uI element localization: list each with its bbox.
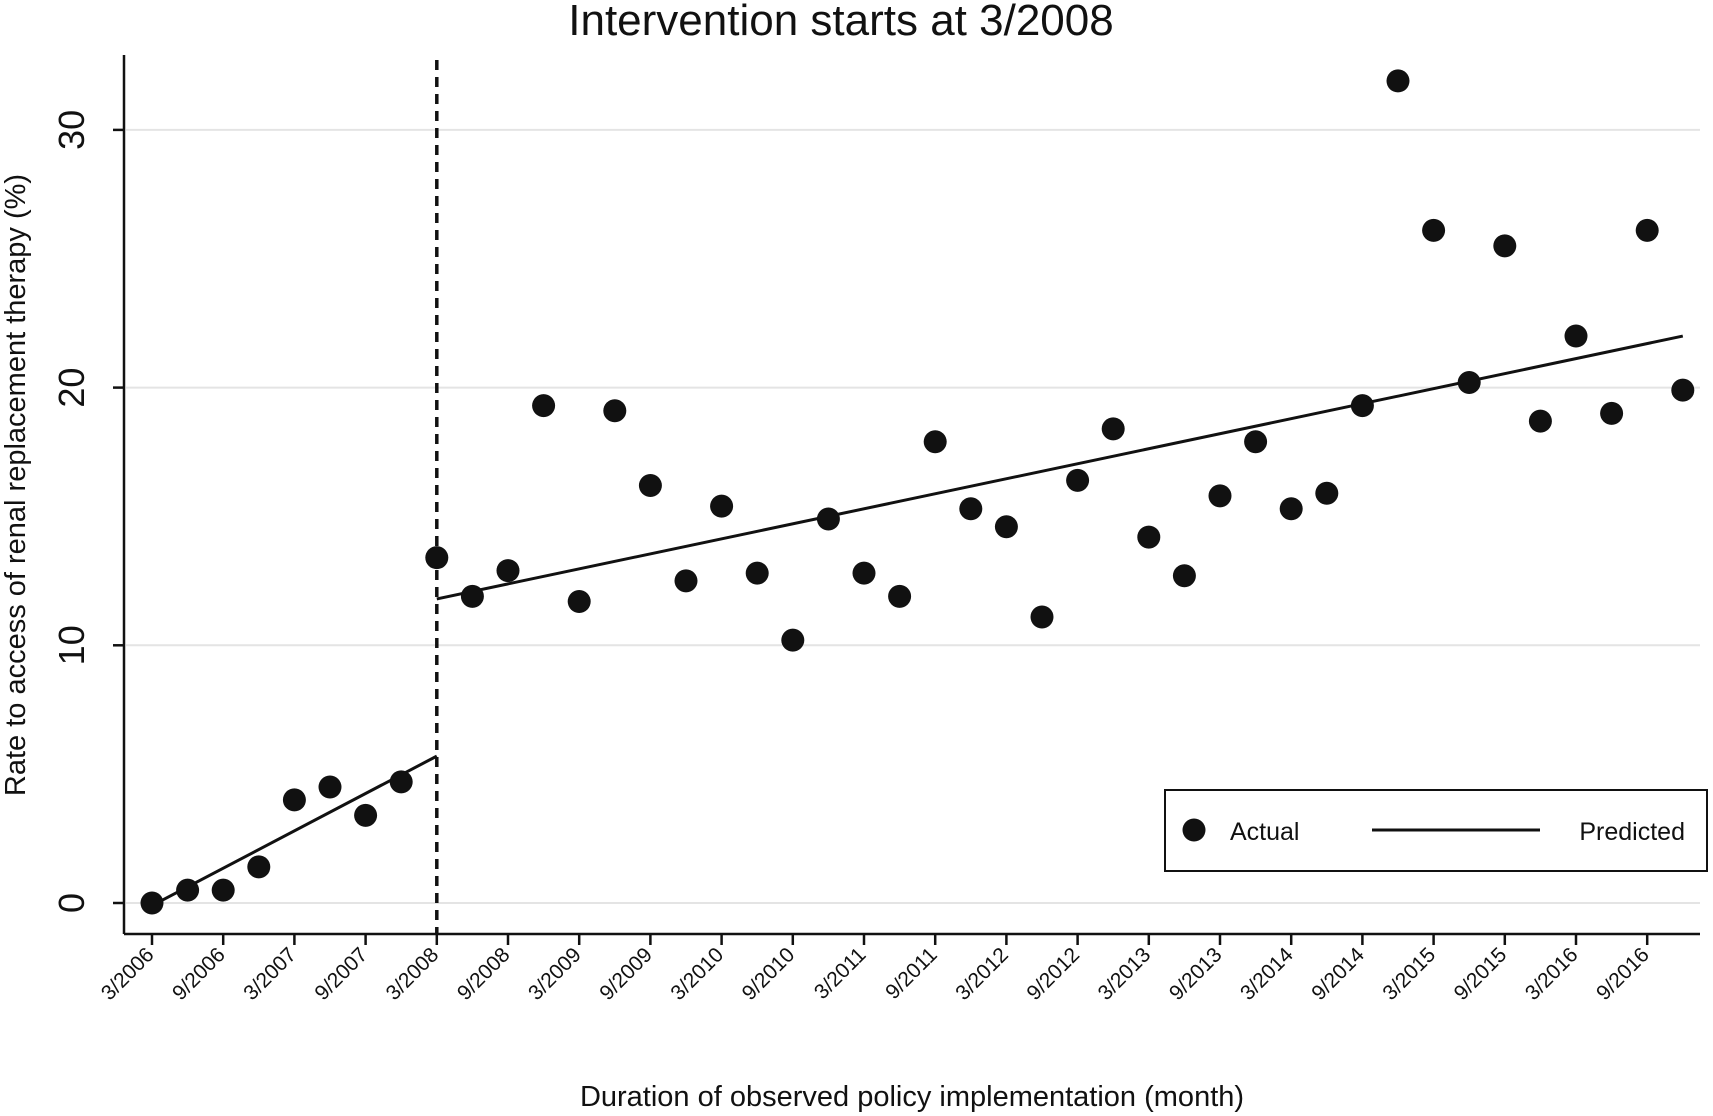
legend-marker-actual bbox=[1182, 818, 1206, 842]
data-point bbox=[994, 515, 1018, 539]
data-point bbox=[211, 878, 235, 902]
data-point bbox=[1101, 417, 1125, 441]
x-tick-label: 9/2016 bbox=[1592, 943, 1654, 1005]
data-point bbox=[1279, 497, 1303, 521]
data-point bbox=[389, 770, 413, 794]
predicted-line-segment bbox=[151, 754, 438, 907]
data-point bbox=[140, 891, 164, 915]
data-point bbox=[1600, 401, 1624, 425]
data-point bbox=[1564, 324, 1588, 348]
data-point bbox=[247, 855, 271, 879]
data-point bbox=[710, 494, 734, 518]
y-tick-label: 20 bbox=[51, 368, 92, 408]
predicted-line-segment bbox=[436, 334, 1684, 601]
data-point bbox=[318, 775, 342, 799]
data-point bbox=[1528, 409, 1552, 433]
data-point bbox=[1315, 481, 1339, 505]
x-tick-label: 9/2012 bbox=[1022, 943, 1084, 1005]
y-tick-label: 0 bbox=[51, 893, 92, 913]
y-tick-label: 30 bbox=[51, 110, 92, 150]
x-tick-label: 3/2010 bbox=[666, 943, 728, 1005]
actual-series bbox=[140, 69, 1695, 915]
x-axis-ticks: 3/2006 9/2006 3/2007 9/2007 3/2008 9/2008 3/20… bbox=[97, 934, 1654, 1005]
data-point bbox=[176, 878, 200, 902]
data-point bbox=[638, 474, 662, 498]
data-point bbox=[1493, 234, 1517, 258]
x-tick-label: 3/2007 bbox=[239, 943, 301, 1005]
data-point bbox=[567, 589, 591, 613]
y-axis-ticks: 0 10 20 30 bbox=[51, 110, 124, 913]
data-point bbox=[1635, 218, 1659, 242]
data-point bbox=[1457, 370, 1481, 394]
x-tick-label: 9/2007 bbox=[310, 943, 372, 1005]
y-axis-label: Rate to access of renal replacement ther… bbox=[0, 174, 32, 796]
data-point bbox=[354, 803, 378, 827]
data-point bbox=[888, 584, 912, 608]
data-point bbox=[496, 559, 520, 583]
data-point bbox=[745, 561, 769, 585]
x-tick-label: 9/2011 bbox=[881, 943, 942, 1004]
x-axis-label: Duration of observed policy implementati… bbox=[580, 1081, 1244, 1113]
data-point bbox=[603, 399, 627, 423]
data-point bbox=[1671, 378, 1695, 402]
x-tick-label: 9/2008 bbox=[453, 943, 515, 1005]
data-point bbox=[282, 788, 306, 812]
data-point bbox=[1244, 430, 1268, 454]
data-point bbox=[852, 561, 876, 585]
legend-label-actual: Actual bbox=[1230, 818, 1299, 846]
x-tick-label: 9/2014 bbox=[1307, 943, 1369, 1005]
data-point bbox=[923, 430, 947, 454]
x-tick-label: 3/2008 bbox=[382, 943, 444, 1005]
data-point bbox=[532, 394, 556, 418]
x-tick-label: 3/2014 bbox=[1236, 943, 1298, 1005]
data-point bbox=[1422, 218, 1446, 242]
data-point bbox=[1030, 605, 1054, 629]
legend-label-predicted: Predicted bbox=[1579, 818, 1685, 846]
data-point bbox=[1066, 468, 1090, 492]
x-tick-label: 3/2012 bbox=[951, 943, 1013, 1005]
legend: Actual Predicted bbox=[1164, 789, 1708, 872]
data-point bbox=[674, 569, 698, 593]
data-point bbox=[959, 497, 983, 521]
data-point bbox=[425, 546, 449, 570]
data-point bbox=[1172, 564, 1196, 588]
x-tick-label: 3/2015 bbox=[1378, 943, 1440, 1005]
chart-title: Intervention starts at 3/2008 bbox=[568, 0, 1113, 45]
data-point bbox=[1386, 69, 1410, 93]
x-tick-label: 9/2013 bbox=[1165, 943, 1227, 1005]
x-tick-label: 9/2009 bbox=[595, 943, 657, 1005]
data-point bbox=[816, 507, 840, 531]
x-tick-label: 9/2015 bbox=[1450, 943, 1512, 1005]
data-point bbox=[1208, 484, 1232, 508]
y-tick-label: 10 bbox=[51, 625, 92, 665]
x-tick-label: 3/2016 bbox=[1521, 943, 1583, 1005]
x-tick-label: 9/2010 bbox=[738, 943, 800, 1005]
x-tick-label: 3/2013 bbox=[1094, 943, 1156, 1005]
data-point bbox=[781, 628, 805, 652]
x-tick-label: 3/2011 bbox=[810, 943, 871, 1004]
gridlines bbox=[126, 128, 1700, 904]
x-tick-label: 3/2009 bbox=[524, 943, 586, 1005]
data-point bbox=[1350, 394, 1374, 418]
x-tick-label: 9/2006 bbox=[168, 943, 230, 1005]
data-point bbox=[1137, 525, 1161, 549]
data-point bbox=[460, 584, 484, 608]
x-tick-label: 3/2006 bbox=[97, 943, 159, 1005]
